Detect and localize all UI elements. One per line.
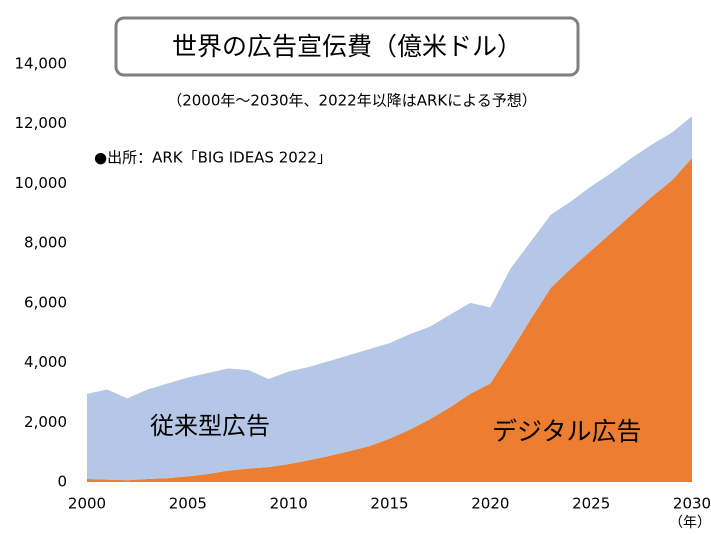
y-tick-label: 2,000 [24, 413, 67, 431]
y-tick-label: 6,000 [24, 293, 67, 311]
x-tick-label: 2000 [68, 495, 106, 513]
title-box [114, 16, 580, 77]
chart-title: 世界の広告宣伝費（億米ドル） [172, 32, 522, 61]
x-tick-label: 2030 [673, 495, 711, 513]
y-tick-label: 8,000 [24, 234, 67, 252]
x-unit: （年） [669, 515, 711, 531]
x-tick-label: 2005 [169, 495, 207, 513]
x-tick-label: 2010 [270, 495, 308, 513]
y-tick-label: 12,000 [15, 114, 68, 132]
y-tick-label: 10,000 [15, 174, 68, 192]
subtitle: （2000年～2030年、2022年以降はARKによる予想） [167, 92, 537, 110]
y-tick-label: 14,000 [15, 55, 68, 73]
area [87, 158, 692, 483]
source: ●出所：ARK「BIG IDEAS 2022」 [94, 149, 332, 167]
x-tick-label: 2015 [370, 495, 408, 513]
x-tick-label: 2025 [572, 495, 610, 513]
y-tick-label: 4,000 [24, 353, 67, 371]
area [87, 116, 692, 481]
x-tick-label: 2020 [471, 495, 509, 513]
y-tick-label: 0 [57, 473, 67, 491]
series-label: デジタル広告 [492, 417, 642, 446]
series-label: 従来型広告 [150, 412, 270, 440]
